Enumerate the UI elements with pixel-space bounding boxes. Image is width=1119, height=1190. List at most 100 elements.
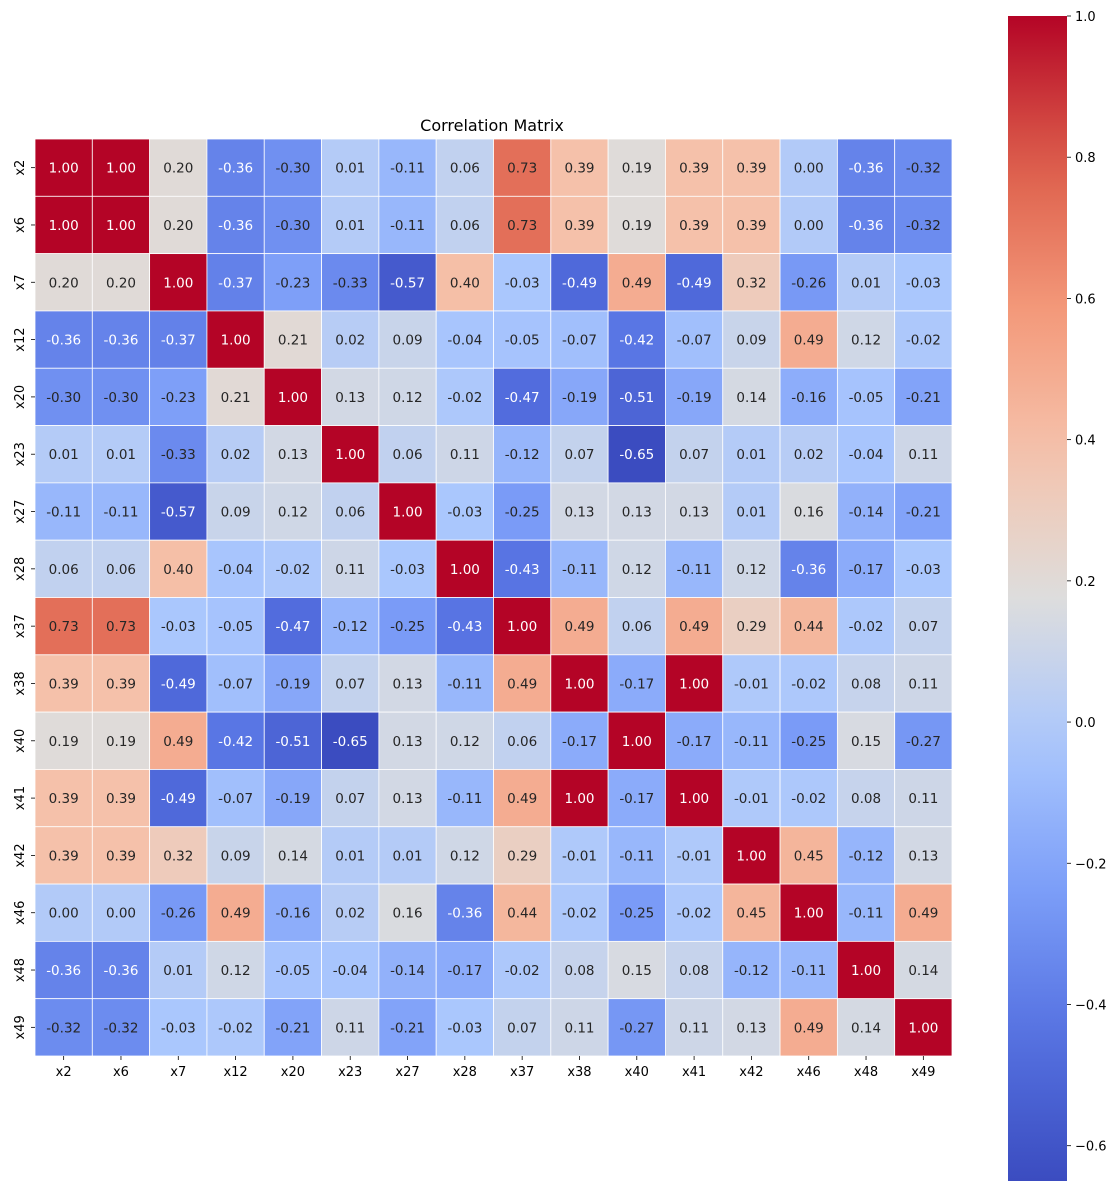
heatmap-cell [378, 310, 437, 369]
heatmap-cell [493, 539, 552, 598]
heatmap-cell [722, 253, 781, 312]
heatmap-cell [435, 654, 494, 713]
cell-value-label: 0.73 [106, 619, 136, 635]
cell-value-label: 0.14 [278, 848, 308, 864]
heatmap-cell [779, 654, 838, 713]
cell-value-label: 0.49 [622, 275, 652, 291]
cell-value-label: -0.02 [275, 562, 310, 578]
cell-value-label: 0.07 [335, 676, 365, 692]
heatmap-cell [321, 539, 380, 598]
heatmap-cell [206, 654, 265, 713]
heatmap-cell [779, 539, 838, 598]
heatmap-cell [779, 711, 838, 770]
heatmap-cell [435, 482, 494, 541]
heatmap-cell [321, 654, 380, 713]
heatmap-cell [149, 482, 208, 541]
heatmap-cell [206, 826, 265, 885]
x-tick-label: x46 [797, 1065, 821, 1080]
cell-value-label: 0.49 [794, 1020, 824, 1036]
cell-value-label: 0.11 [335, 1020, 365, 1036]
y-tick-label: x2 [13, 160, 28, 176]
heatmap-cell [665, 367, 724, 426]
cell-value-label: -0.14 [390, 963, 425, 979]
y-tick-label: x49 [13, 1015, 28, 1039]
cell-value-label: 0.39 [564, 161, 594, 177]
x-tick-label: x7 [170, 1065, 186, 1080]
cell-value-label: 0.13 [335, 390, 365, 406]
cell-value-label: 0.01 [851, 275, 881, 291]
heatmap-cell [263, 769, 322, 828]
cell-value-label: 0.20 [163, 218, 193, 234]
heatmap-cell [779, 883, 838, 942]
heatmap-cell [779, 138, 838, 197]
heatmap-cell [34, 883, 93, 942]
x-tick-label: x23 [338, 1065, 362, 1080]
x-tick-label: x2 [56, 1065, 72, 1080]
x-tick-label: x20 [281, 1065, 305, 1080]
heatmap-cell [378, 654, 437, 713]
heatmap-cell [91, 597, 151, 656]
cell-value-label: 0.12 [851, 333, 881, 349]
cell-value-label: -0.11 [447, 676, 482, 692]
heatmap-cell [91, 195, 151, 255]
cell-value-label: -0.03 [161, 619, 196, 635]
cell-value-label: -0.07 [218, 676, 253, 692]
heatmap-cell [665, 883, 724, 942]
cell-value-label: 0.73 [507, 218, 537, 234]
heatmap-cell [607, 539, 666, 598]
y-tick-label: x28 [13, 557, 28, 581]
heatmap-cell [91, 711, 151, 770]
cell-value-label: 0.07 [564, 447, 594, 463]
cell-value-label: 0.09 [221, 848, 251, 864]
cell-value-label: 0.12 [736, 562, 766, 578]
cell-value-label: 0.20 [49, 275, 79, 291]
cell-value-label: 0.45 [794, 848, 824, 864]
cell-value-label: 0.39 [736, 161, 766, 177]
cell-value-label: -0.65 [333, 734, 368, 750]
heatmap-cell [321, 940, 380, 1000]
heatmap-cell [34, 826, 93, 885]
heatmap-cell [722, 883, 781, 942]
heatmap-cell [34, 482, 93, 541]
cell-value-label: 0.39 [49, 676, 79, 692]
heatmap-cell [149, 425, 208, 484]
cell-value-label: -0.49 [562, 275, 597, 291]
cell-value-label: 0.29 [507, 848, 537, 864]
heatmap-cell [378, 539, 437, 598]
cell-value-label: -0.36 [218, 161, 253, 177]
y-tick-label: x38 [13, 671, 28, 695]
cell-value-label: 0.13 [564, 505, 594, 521]
cell-value-label: -0.25 [619, 906, 654, 922]
heatmap-cell [894, 769, 953, 828]
cell-value-label: -0.01 [562, 848, 597, 864]
heatmap-cell [493, 482, 552, 541]
heatmap-cell [550, 654, 609, 713]
x-axis: x2 x6 x7 x12 x20 x23 x27 x28 x37 x38 x40 x41 x42 x46 x… [56, 1056, 935, 1080]
heatmap-cell [206, 940, 265, 1000]
cell-value-label: -0.03 [447, 505, 482, 521]
cell-value-label: -0.14 [849, 505, 884, 521]
heatmap-cell [321, 195, 380, 255]
cell-value-label: -0.16 [275, 906, 310, 922]
cell-value-label: 0.12 [450, 848, 480, 864]
cell-value-label: -0.16 [791, 390, 826, 406]
cell-value-label: 0.44 [794, 619, 824, 635]
cell-value-label: 0.13 [278, 447, 308, 463]
heatmap-cell [607, 769, 666, 828]
cell-value-label: -0.02 [677, 906, 712, 922]
cell-value-label: 0.39 [49, 848, 79, 864]
cell-value-label: 0.00 [794, 161, 824, 177]
cell-value-label: 0.19 [106, 734, 136, 750]
cell-value-label: 0.00 [106, 906, 136, 922]
cell-value-label: 0.12 [221, 963, 251, 979]
cell-value-label: -0.32 [104, 1020, 139, 1036]
cell-value-label: -0.11 [677, 562, 712, 578]
heatmap-cell [779, 367, 838, 426]
cell-value-label: -0.02 [791, 676, 826, 692]
cell-value-label: -0.25 [505, 505, 540, 521]
cell-value-label: 0.01 [335, 161, 365, 177]
heatmap-cell [149, 310, 208, 369]
cell-value-label: -0.49 [161, 791, 196, 807]
cell-value-label: 0.01 [335, 218, 365, 234]
cell-value-label: -0.04 [218, 562, 253, 578]
